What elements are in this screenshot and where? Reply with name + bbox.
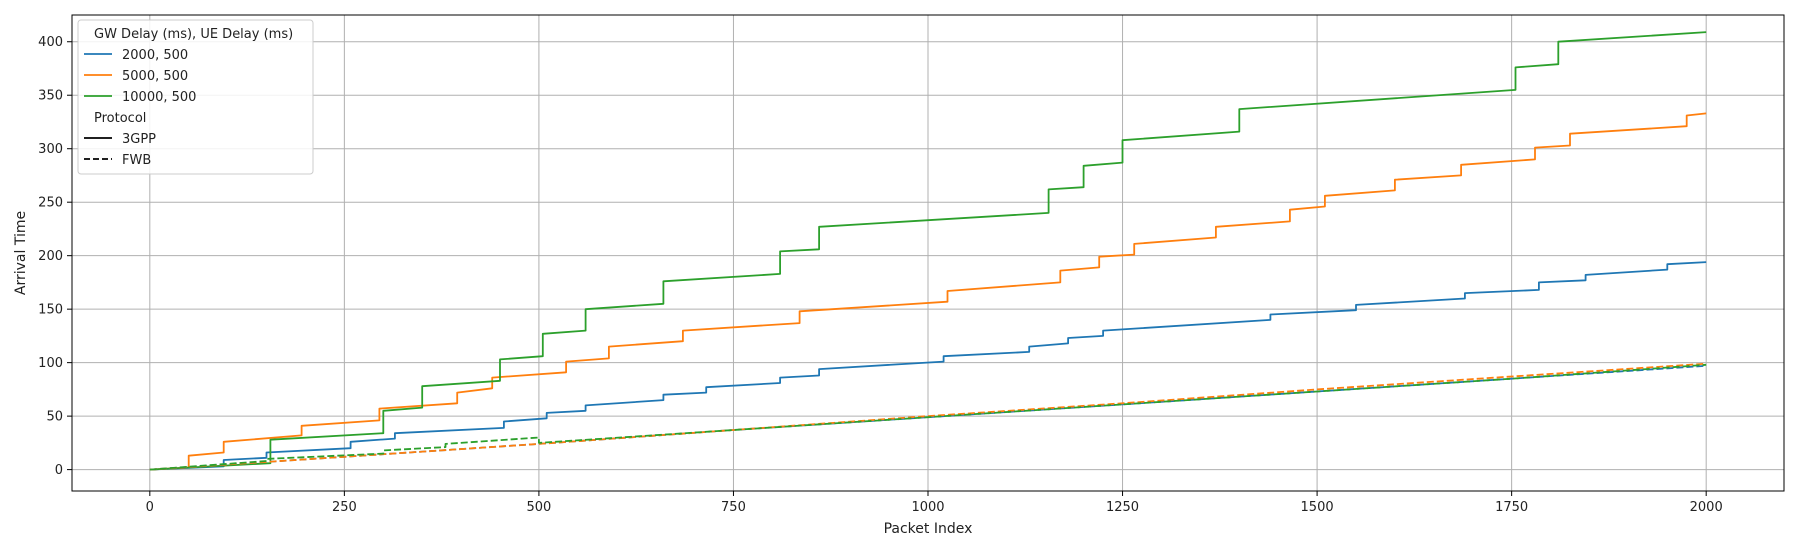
legend-entry-label: FWB <box>122 153 151 168</box>
y-tick-label: 100 <box>38 356 63 371</box>
series-line-2 <box>149 31 1707 471</box>
legend-entry-label: 10000, 500 <box>122 90 196 105</box>
y-tick-label: 200 <box>38 249 63 264</box>
y-tick-label: 0 <box>55 463 63 478</box>
x-tick-label: 0 <box>146 500 154 515</box>
legend-entry-label: 3GPP <box>122 132 156 147</box>
x-tick-label: 1500 <box>1301 500 1334 515</box>
legend-group-title: GW Delay (ms), UE Delay (ms) <box>94 27 293 42</box>
x-tick-label: 1750 <box>1495 500 1528 515</box>
y-tick-label: 150 <box>38 303 63 318</box>
series-line-4 <box>149 362 1707 471</box>
x-axis-ticks: 0 250 500 750 1000 1250 1500 1750 2000 <box>146 491 1723 515</box>
x-tick-label: 250 <box>332 500 357 515</box>
x-tick-label: 1250 <box>1106 500 1139 515</box>
x-tick-label: 750 <box>721 500 746 515</box>
x-tick-label: 1000 <box>911 500 944 515</box>
y-tick-label: 350 <box>38 89 63 104</box>
y-tick-label: 400 <box>38 35 63 50</box>
x-tick-label: 2000 <box>1690 500 1723 515</box>
series-line-0 <box>149 261 1707 471</box>
series-line-1 <box>149 112 1707 471</box>
series-layer <box>149 31 1707 471</box>
grid-lines <box>72 15 1784 491</box>
legend-entry-label: 5000, 500 <box>122 69 188 84</box>
legend-box <box>77 19 314 175</box>
y-tick-label: 300 <box>38 142 63 157</box>
y-axis-label: Arrival Time <box>13 211 29 295</box>
legend: GW Delay (ms), UE Delay (ms) 2000, 500 500… <box>77 19 314 175</box>
legend-entry-label: 2000, 500 <box>122 48 188 63</box>
y-tick-label: 50 <box>46 410 63 425</box>
y-tick-label: 250 <box>38 196 63 211</box>
x-tick-label: 500 <box>526 500 551 515</box>
legend-group-title: Protocol <box>94 111 146 126</box>
x-axis-label: Packet Index <box>884 521 973 537</box>
y-axis-ticks: 0 50 100 150 200 250 300 350 400 <box>38 35 72 478</box>
